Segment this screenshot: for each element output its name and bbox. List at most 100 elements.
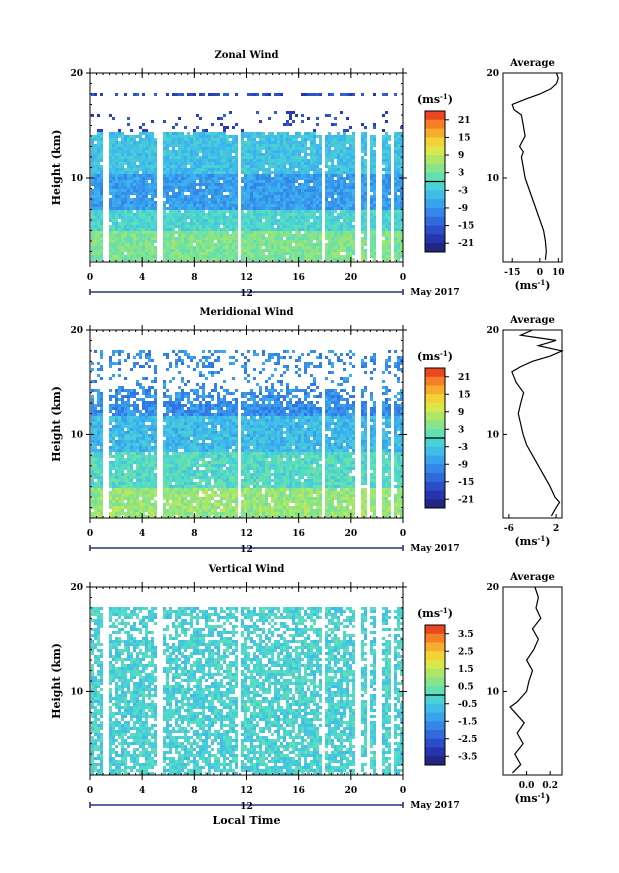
colorbar-tick-label: 9 [458, 408, 464, 418]
average-title: Average [509, 572, 555, 583]
date-label: May 2017 [410, 801, 459, 811]
colorbar-segment [425, 756, 445, 766]
panel-vertical: Vertical Wind 10 20 0 4 8 12 16 20 0 Height (km) 12… [50, 564, 563, 827]
colorbar-segment [425, 747, 445, 757]
average-y-tick-label: 10 [486, 174, 499, 184]
colorbar-tick-label: 3.5 [458, 630, 474, 640]
panel-zonal: Zonal Wind 10 20 0 4 8 12 16 20 0 Height (km) 12 May… [50, 50, 565, 299]
average-y-tick-label: 10 [486, 687, 499, 697]
average-profile-line [509, 586, 542, 774]
y-tick-label: 20 [70, 69, 83, 79]
date-label: May 2017 [410, 288, 459, 298]
colorbar-segment [425, 455, 445, 465]
average-x-tick-label: -15 [504, 268, 520, 278]
average-frame [502, 72, 563, 263]
x-tick-label: 4 [139, 786, 145, 796]
colorbar-segment [425, 651, 445, 661]
average-panel: Average 10 20 0.0 0.2(ms-1) [486, 572, 563, 805]
average-panel: Average 10 20 -6 2(ms-1) [486, 315, 564, 548]
colorbar-tick-label: -15 [458, 222, 474, 232]
date-marker: 12 [240, 545, 253, 555]
colorbar-segment [425, 633, 445, 643]
colorbar-segment [425, 172, 445, 182]
colorbar-segment [425, 155, 445, 165]
x-tick-label: 4 [139, 273, 145, 283]
average-y-tick-label: 20 [486, 326, 499, 336]
colorbar-tick-label: -9 [458, 204, 468, 214]
x-tick-label: 20 [345, 786, 358, 796]
average-title: Average [509, 58, 555, 69]
colorbar-segment [425, 490, 445, 500]
x-axis-label: Local Time [213, 814, 281, 827]
date-marker: 12 [240, 802, 253, 812]
colorbar-tick-label: 15 [458, 133, 471, 143]
colorbar-segment [425, 146, 445, 156]
average-x-tick-label: 0.0 [519, 781, 535, 791]
colorbar-segment [425, 411, 445, 421]
colorbar-segment [425, 199, 445, 209]
colorbar-segment [425, 216, 445, 227]
colorbar-tick-label: 15 [458, 390, 471, 400]
colorbar-segment [425, 137, 445, 147]
y-tick-label: 10 [70, 430, 83, 440]
colorbar-tick-label: 9 [458, 151, 464, 161]
x-tick-label: 8 [191, 273, 197, 283]
x-tick-label: 16 [292, 786, 305, 796]
x-tick-label: 20 [345, 529, 358, 539]
colorbar-segment [425, 642, 445, 652]
x-tick-label: 12 [240, 273, 253, 283]
date-label: May 2017 [410, 544, 459, 554]
x-tick-label: 0 [400, 273, 406, 283]
y-axis-label: Height (km) [50, 130, 63, 206]
colorbar-tick-label: 21 [458, 373, 471, 383]
colorbar-tick-label: -9 [458, 460, 468, 470]
colorbar-segment [425, 712, 445, 722]
colorbar-segment [425, 420, 445, 430]
colorbar-unit: (ms-1) [417, 349, 453, 363]
x-tick-label: 0 [87, 786, 93, 796]
average-x-label: (ms-1) [514, 278, 550, 292]
average-title: Average [509, 315, 555, 326]
colorbar-segment [425, 703, 445, 713]
colorbar-tick-label: -3.5 [458, 752, 477, 762]
average-x-label: (ms-1) [514, 791, 550, 805]
average-frame [502, 329, 563, 519]
x-tick-label: 16 [292, 529, 305, 539]
colorbar-tick-label: 1.5 [458, 665, 474, 675]
panel-title: Meridional Wind [199, 307, 293, 318]
colorbar-unit: (ms-1) [417, 92, 453, 106]
x-tick-label: 4 [139, 529, 145, 539]
colorbar-segment [425, 234, 445, 244]
colorbar-segment [425, 481, 445, 491]
colorbar-segment [425, 368, 445, 378]
colorbar-segment [425, 677, 445, 687]
colorbar-tick-label: 21 [458, 116, 471, 126]
panel-meridional: Meridional Wind 10 20 0 4 8 12 16 20 0 Height (km)… [50, 307, 564, 555]
average-x-tick-label: 0.2 [542, 781, 558, 791]
colorbar-segment [425, 394, 445, 404]
colorbar-segment [425, 499, 445, 509]
y-tick-label: 20 [70, 583, 83, 593]
colorbar-tick-label: -3 [458, 443, 468, 453]
colorbar-tick-label: -3 [458, 186, 468, 196]
colorbar-segment [425, 376, 445, 386]
x-tick-label: 0 [87, 529, 93, 539]
colorbar-segment [425, 686, 445, 696]
heatmap-field [91, 93, 403, 261]
colorbar-tick-label: -2.5 [458, 735, 477, 745]
average-profile-line [511, 72, 559, 260]
average-profile-line [511, 329, 564, 517]
colorbar-tick-label: 3 [458, 425, 464, 435]
heatmap-field [91, 350, 403, 518]
y-tick-label: 10 [70, 174, 83, 184]
average-y-tick-label: 20 [486, 69, 499, 79]
average-x-tick-label: 2 [553, 524, 559, 534]
colorbar-tick-label: 0.5 [458, 682, 474, 692]
average-x-label: (ms-1) [514, 534, 550, 548]
colorbar-tick-label: 2.5 [458, 647, 474, 657]
colorbar-segment [425, 695, 445, 705]
colorbar-segment [425, 181, 445, 191]
colorbar-segment [425, 111, 445, 121]
